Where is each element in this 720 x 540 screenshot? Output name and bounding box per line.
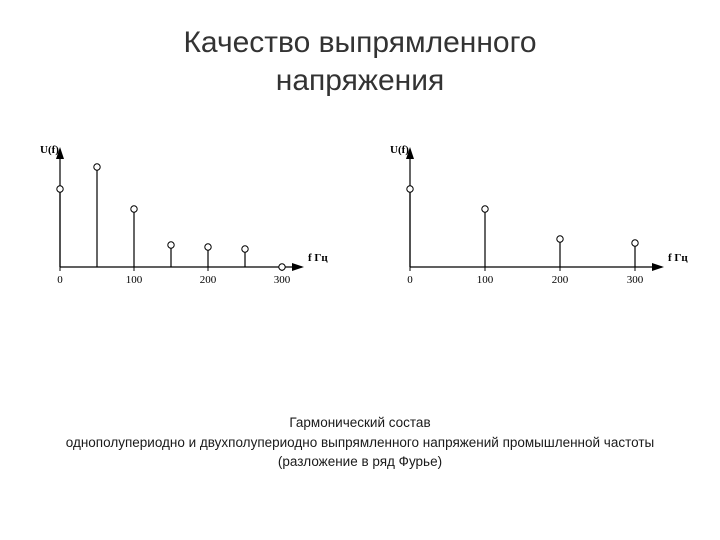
charts-row: U(f) f Гц 0 100 200 300 U(f) f Гц 0 100 200 300 <box>0 99 720 314</box>
x-tick-label: 300 <box>627 274 644 286</box>
spectrum-marker <box>407 186 413 192</box>
spectrum-marker <box>57 186 63 192</box>
caption-line-3: (разложение в ряд Фурье) <box>10 452 710 472</box>
x-tick-label: 0 <box>57 274 63 286</box>
spectrum-marker <box>557 236 563 242</box>
spectrum-marker <box>279 264 285 270</box>
spectrum-marker <box>131 206 137 212</box>
y-axis-label: U(f) <box>40 144 59 156</box>
spectrum-marker <box>94 164 100 170</box>
x-axis-label: f Гц <box>308 252 328 264</box>
spectrum-marker <box>482 206 488 212</box>
spectrum-marker <box>168 242 174 248</box>
x-tick-label: 200 <box>552 274 569 286</box>
x-tick-label: 0 <box>407 274 413 286</box>
spectrum-marker <box>242 246 248 252</box>
title-line-2: напряжения <box>276 64 444 97</box>
x-axis-label: f Гц <box>668 252 688 264</box>
spectrum-marker <box>632 240 638 246</box>
chart-right-svg: U(f) f Гц 0 100 200 300 <box>362 139 702 309</box>
chart-left: U(f) f Гц 0 100 200 300 <box>12 139 352 314</box>
x-tick-label: 200 <box>200 274 217 286</box>
x-tick-label: 300 <box>274 274 291 286</box>
spectrum-marker <box>205 244 211 250</box>
caption-line-1: Гармонический состав <box>10 413 710 433</box>
x-tick-label: 100 <box>126 274 143 286</box>
title-line-1: Качество выпрямленного <box>183 26 536 59</box>
page-title: Качество выпрямленного напряжения <box>0 0 720 99</box>
chart-right: U(f) f Гц 0 100 200 300 <box>362 139 702 314</box>
caption-line-2: однополупериодно и двухполупериодно выпр… <box>10 433 710 453</box>
chart-left-svg: U(f) f Гц 0 100 200 300 <box>12 139 352 309</box>
caption-block: Гармонический состав однополупериодно и … <box>0 413 720 472</box>
y-axis-label: U(f) <box>390 144 409 156</box>
x-tick-label: 100 <box>477 274 494 286</box>
